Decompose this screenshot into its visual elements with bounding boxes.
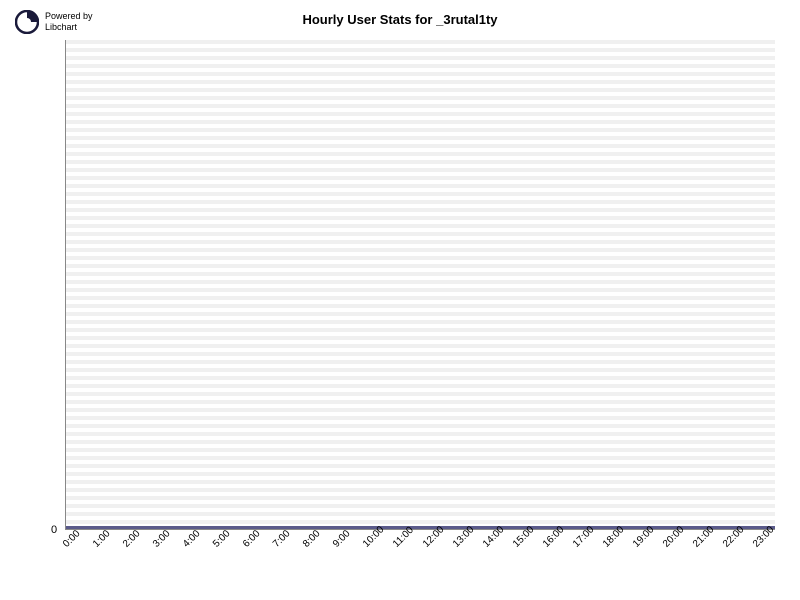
x-label-7: 7:00 [271, 528, 293, 550]
x-label-3: 3:00 [151, 528, 173, 550]
libchart-logo-icon [15, 10, 39, 34]
x-label-1: 1:00 [91, 528, 113, 550]
x-label-5: 5:00 [211, 528, 233, 550]
x-label-8: 8:00 [301, 528, 323, 550]
y-tick-label-0: 0 [51, 524, 57, 536]
logo-area: Powered by Libchart [15, 10, 93, 34]
x-label-6: 6:00 [241, 528, 263, 550]
logo-line2: Libchart [45, 22, 93, 33]
chart-baseline [66, 526, 775, 529]
x-axis-labels: 0:00 1:00 2:00 3:00 4:00 5:00 6:00 7:00 … [65, 532, 775, 592]
plot-gridlines [66, 40, 775, 529]
x-label-0: 0:00 [61, 528, 83, 550]
logo-line1: Powered by [45, 11, 93, 22]
logo-text: Powered by Libchart [45, 11, 93, 33]
x-label-2: 2:00 [121, 528, 143, 550]
x-label-4: 4:00 [181, 528, 203, 550]
chart-plot-area: 0 [65, 40, 775, 530]
x-label-9: 9:00 [331, 528, 353, 550]
chart-title: Hourly User Stats for _3rutal1ty [302, 12, 497, 27]
